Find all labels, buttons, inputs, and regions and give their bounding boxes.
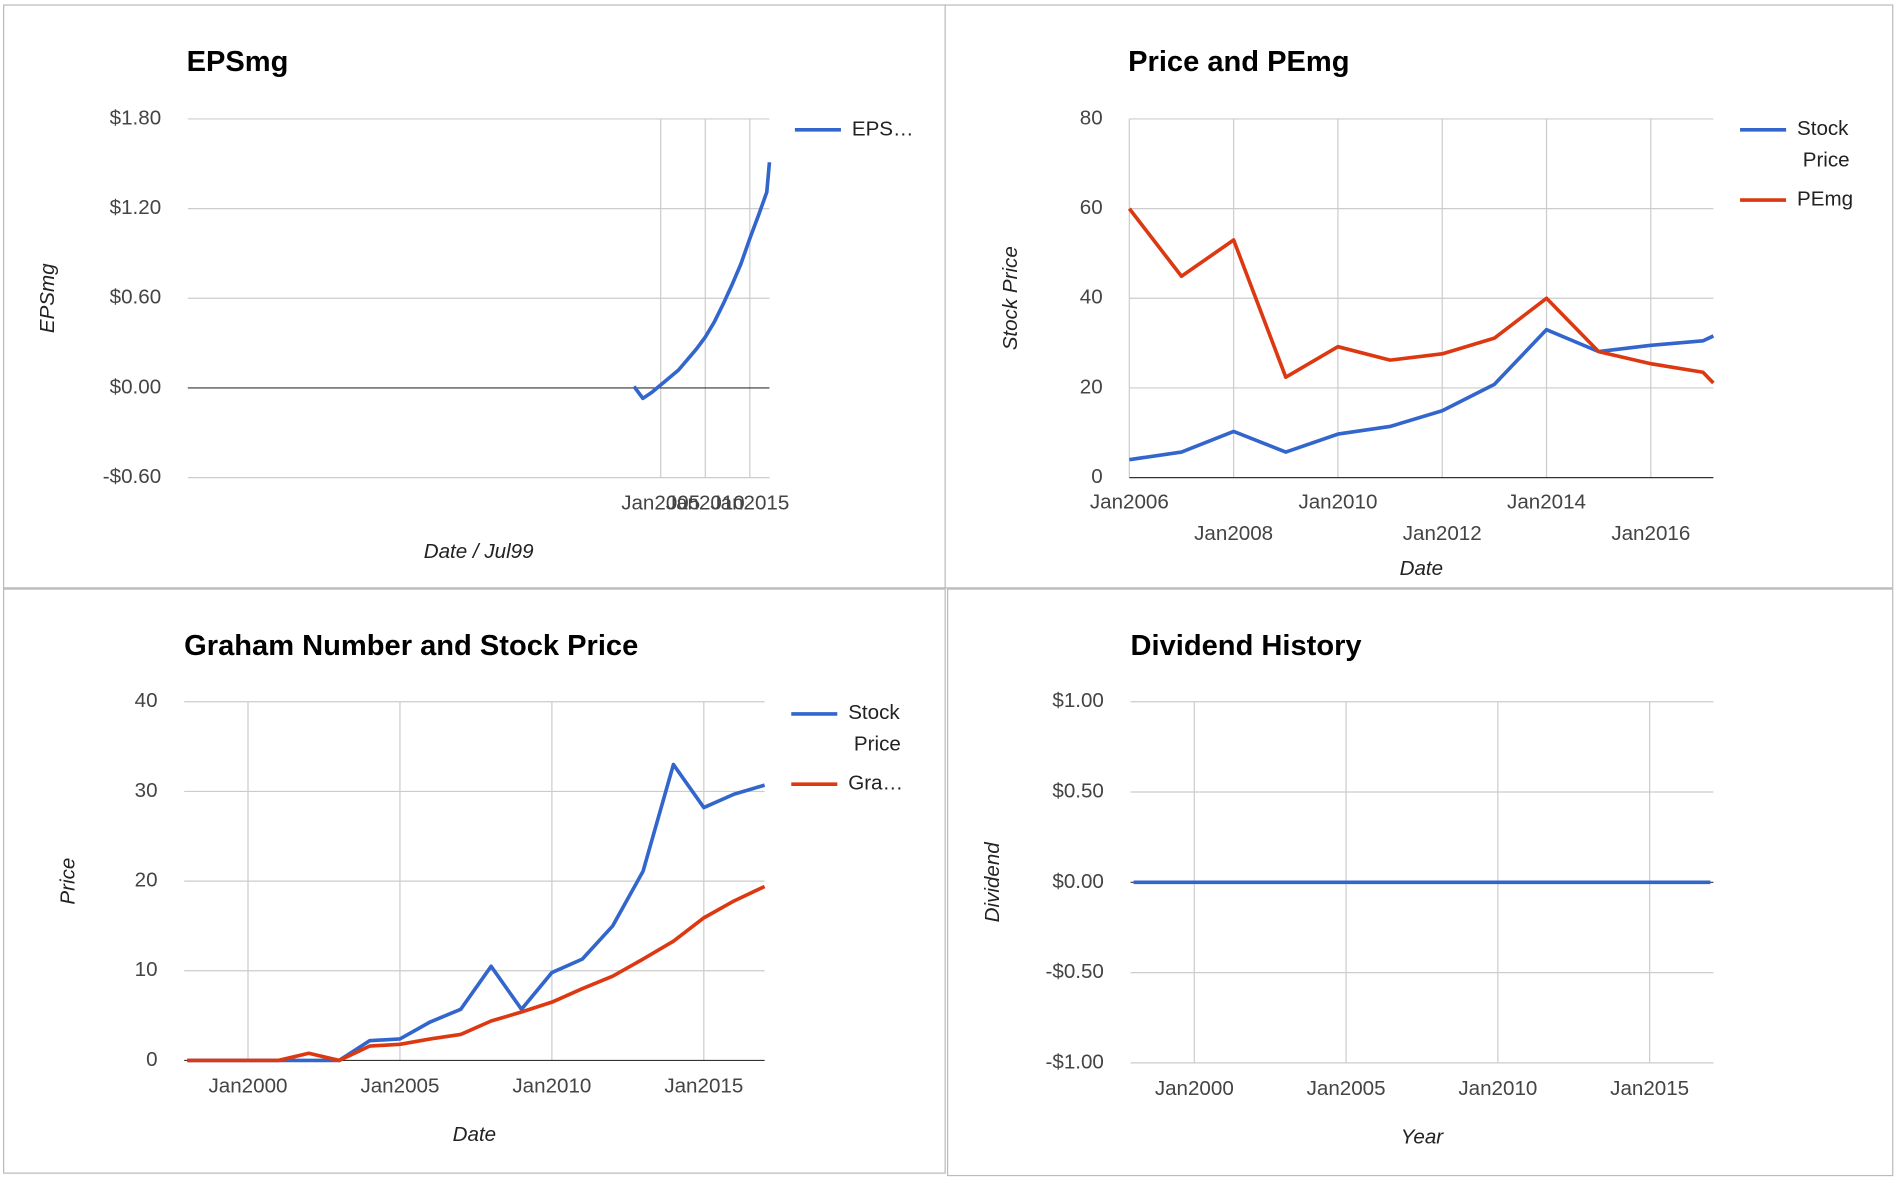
x-axis-title: Date xyxy=(1400,557,1443,580)
data-line xyxy=(187,884,766,1063)
y-tick-label: 30 xyxy=(135,779,158,802)
chart-title: EPSmg xyxy=(187,46,289,78)
chart-title: Dividend History xyxy=(1131,630,1363,662)
y-tick-label: $0.50 xyxy=(1052,779,1103,802)
x-axis-title: Date / Jul99 xyxy=(424,540,534,563)
legend-label: Gra… xyxy=(848,772,903,795)
x-tick-label: Jan2012 xyxy=(1403,522,1482,545)
data-line xyxy=(1129,327,1715,462)
x-tick-label: Jan2000 xyxy=(1155,1077,1234,1100)
x-tick-label: Jan2015 xyxy=(710,492,789,515)
x-tick-label: Jan2010 xyxy=(512,1075,591,1098)
panel xyxy=(944,4,1894,589)
y-tick-label: $0.00 xyxy=(110,375,162,398)
x-tick-label: Jan2015 xyxy=(664,1075,743,1098)
y-tick-label: $1.00 xyxy=(1052,689,1103,712)
y-tick-label: 80 xyxy=(1080,106,1103,129)
x-axis-title: Year xyxy=(1401,1125,1444,1148)
y-tick-label: -$0.60 xyxy=(103,465,161,488)
y-tick-label: -$0.50 xyxy=(1046,960,1104,983)
y-tick-label: 60 xyxy=(1080,196,1103,219)
legend-label: Stock Price xyxy=(848,701,901,756)
chart-title: Graham Number and Stock Price xyxy=(184,630,638,662)
x-tick-label: Jan2014 xyxy=(1507,490,1586,513)
x-tick-label: Jan2008 xyxy=(1194,522,1273,545)
y-axis-title: Price xyxy=(57,858,80,905)
y-tick-label: -$1.00 xyxy=(1046,1050,1104,1073)
y-axis-title: Stock Price xyxy=(999,246,1022,350)
x-tick-label: Jan2010 xyxy=(1298,490,1377,513)
y-tick-label: $1.20 xyxy=(110,196,162,219)
data-line xyxy=(632,162,772,401)
x-axis-title: Date xyxy=(453,1123,496,1146)
x-tick-label: Jan2010 xyxy=(1458,1077,1537,1100)
x-tick-label: Jan2000 xyxy=(209,1075,288,1098)
y-tick-label: 20 xyxy=(135,869,158,892)
x-tick-label: Jan2005 xyxy=(621,492,700,515)
x-tick-label: Jan2015 xyxy=(1610,1077,1689,1100)
y-tick-label: 10 xyxy=(135,958,158,981)
y-tick-label: 20 xyxy=(1080,375,1103,398)
x-tick-label: Jan2010 xyxy=(666,492,745,515)
y-tick-label: 40 xyxy=(135,689,158,712)
x-tick-label: Jan2005 xyxy=(360,1075,439,1098)
y-axis-title: EPSmg xyxy=(36,263,59,333)
y-tick-label: $0.00 xyxy=(1052,870,1103,893)
y-tick-label: $0.60 xyxy=(110,286,162,309)
data-line xyxy=(1127,207,1715,385)
y-tick-label: 40 xyxy=(1080,286,1103,309)
y-axis-title: Dividend xyxy=(981,842,1004,923)
legend-label: EPS… xyxy=(852,117,914,140)
x-tick-label: Jan2006 xyxy=(1090,490,1169,513)
legend-label: PEmg xyxy=(1797,188,1853,211)
y-tick-label: 0 xyxy=(146,1048,157,1071)
panel xyxy=(3,4,946,589)
x-tick-label: Jan2005 xyxy=(1307,1077,1386,1100)
legend-label: Stock Price xyxy=(1797,117,1850,172)
y-tick-label: 0 xyxy=(1091,465,1102,488)
y-tick-label: $1.80 xyxy=(110,106,162,129)
x-tick-label: Jan2016 xyxy=(1611,522,1690,545)
chart-title: Price and PEmg xyxy=(1128,46,1349,78)
